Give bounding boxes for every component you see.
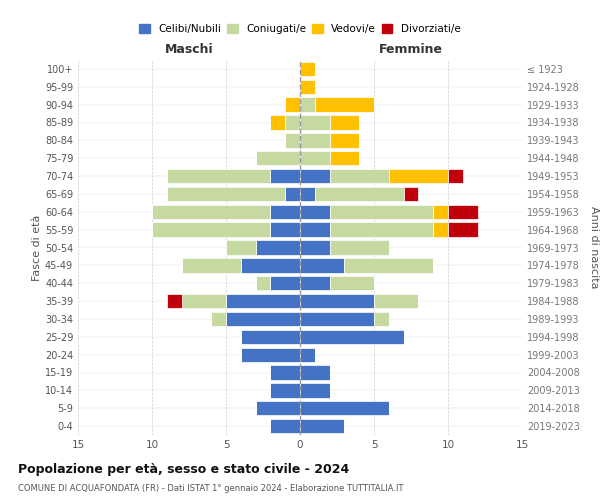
Bar xyxy=(433,204,448,219)
Bar xyxy=(448,222,478,237)
Y-axis label: Anni di nascita: Anni di nascita xyxy=(589,206,599,289)
Bar xyxy=(300,348,315,362)
Bar xyxy=(241,330,300,344)
Bar xyxy=(271,419,300,433)
Bar xyxy=(374,312,389,326)
Bar xyxy=(300,204,329,219)
Bar xyxy=(329,222,433,237)
Bar xyxy=(271,169,300,183)
Bar xyxy=(256,240,300,254)
Bar xyxy=(167,294,182,308)
Bar xyxy=(211,312,226,326)
Bar xyxy=(389,169,448,183)
Bar xyxy=(300,419,344,433)
Bar xyxy=(374,294,418,308)
Bar xyxy=(226,294,300,308)
Bar xyxy=(226,240,256,254)
Bar xyxy=(256,151,300,166)
Legend: Celibi/Nubili, Coniugati/e, Vedovi/e, Divorziati/e: Celibi/Nubili, Coniugati/e, Vedovi/e, Di… xyxy=(135,20,465,38)
Bar xyxy=(300,366,329,380)
Text: COMUNE DI ACQUAFONDATA (FR) - Dati ISTAT 1° gennaio 2024 - Elaborazione TUTTITAL: COMUNE DI ACQUAFONDATA (FR) - Dati ISTAT… xyxy=(18,484,404,493)
Bar xyxy=(300,294,374,308)
Bar xyxy=(329,151,359,166)
Bar xyxy=(315,187,404,201)
Text: Popolazione per età, sesso e stato civile - 2024: Popolazione per età, sesso e stato civil… xyxy=(18,462,349,475)
Bar xyxy=(271,383,300,398)
Bar xyxy=(300,330,404,344)
Bar xyxy=(329,116,359,130)
Bar xyxy=(167,169,271,183)
Bar xyxy=(300,312,374,326)
Bar xyxy=(300,116,329,130)
Bar xyxy=(152,222,271,237)
Bar xyxy=(329,204,433,219)
Bar xyxy=(300,383,329,398)
Bar xyxy=(271,222,300,237)
Bar xyxy=(271,116,285,130)
Bar xyxy=(344,258,433,272)
Bar xyxy=(300,222,329,237)
Bar xyxy=(271,276,300,290)
Bar xyxy=(226,312,300,326)
Text: Maschi: Maschi xyxy=(164,44,214,57)
Bar xyxy=(285,98,300,112)
Bar xyxy=(300,133,329,148)
Bar xyxy=(300,98,315,112)
Bar xyxy=(329,240,389,254)
Bar xyxy=(300,187,315,201)
Bar xyxy=(448,169,463,183)
Bar xyxy=(300,151,329,166)
Bar xyxy=(300,80,315,94)
Bar xyxy=(404,187,418,201)
Bar xyxy=(329,276,374,290)
Bar xyxy=(300,240,329,254)
Bar xyxy=(329,169,389,183)
Bar xyxy=(448,204,478,219)
Bar xyxy=(300,401,389,415)
Y-axis label: Fasce di età: Fasce di età xyxy=(32,214,42,280)
Bar xyxy=(167,187,285,201)
Bar xyxy=(300,169,329,183)
Bar xyxy=(300,258,344,272)
Bar xyxy=(256,401,300,415)
Bar xyxy=(285,116,300,130)
Bar xyxy=(300,276,329,290)
Bar xyxy=(285,187,300,201)
Bar xyxy=(241,348,300,362)
Text: Femmine: Femmine xyxy=(379,44,443,57)
Bar xyxy=(152,204,271,219)
Bar xyxy=(241,258,300,272)
Bar xyxy=(315,98,374,112)
Bar xyxy=(271,204,300,219)
Bar xyxy=(182,258,241,272)
Bar xyxy=(329,133,359,148)
Bar xyxy=(256,276,271,290)
Bar xyxy=(182,294,226,308)
Bar xyxy=(285,133,300,148)
Bar xyxy=(300,62,315,76)
Bar xyxy=(271,366,300,380)
Bar xyxy=(433,222,448,237)
